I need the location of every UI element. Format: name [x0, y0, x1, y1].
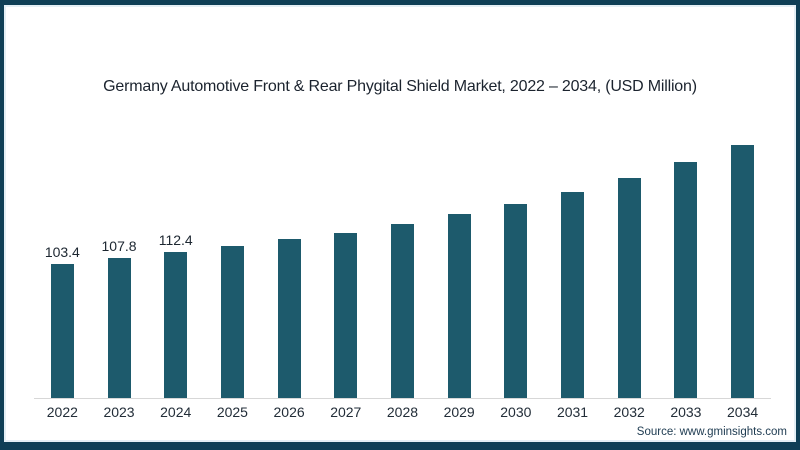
bar-2029	[447, 214, 471, 398]
x-axis-label: 2026	[273, 404, 305, 420]
x-axis-label: 2030	[500, 404, 532, 420]
bar-2026	[277, 239, 301, 398]
bar-column	[714, 125, 771, 398]
plot-area: 103.4 107.8 112.4	[34, 125, 771, 399]
bar-column: 112.4	[147, 125, 204, 398]
x-axis-label: 2028	[386, 404, 419, 420]
bar-2030	[504, 204, 528, 398]
bar-2033	[674, 162, 698, 398]
bar-column	[601, 125, 658, 398]
bar-column	[431, 125, 488, 398]
bar-2031	[561, 192, 585, 398]
bar-2027	[334, 233, 358, 398]
x-axis-label: 2027	[330, 404, 362, 420]
x-axis-label: 2031	[556, 404, 589, 420]
bar-2024	[164, 252, 188, 398]
x-axis-label: 2029	[443, 404, 475, 420]
bar-column	[317, 125, 374, 398]
x-axis-label: 2025	[216, 404, 248, 420]
bar-2028	[390, 224, 414, 398]
bar-column	[488, 125, 545, 398]
x-axis-label: 2034	[727, 404, 759, 420]
x-axis-label: 2022	[46, 404, 78, 420]
bar-column: 103.4	[34, 125, 91, 398]
bar-column	[374, 125, 431, 398]
bar-value-label: 103.4	[44, 244, 80, 260]
x-axis-label: 2024	[160, 404, 192, 420]
bar-2032	[617, 178, 641, 398]
source-text: Source: www.gminsights.com	[636, 426, 787, 438]
bar-2022	[50, 264, 74, 398]
x-axis-label: 2032	[613, 404, 645, 420]
bar-column	[204, 125, 261, 398]
bar-column	[544, 125, 601, 398]
bar-value-label: 107.8	[101, 238, 137, 254]
x-axis-label: 2033	[670, 404, 702, 420]
x-axis-label: 2023	[103, 404, 135, 420]
bar-value-label: 112.4	[158, 232, 193, 248]
bar-2025	[220, 246, 244, 398]
chart-title: Germany Automotive Front & Rear Phygital…	[103, 78, 697, 95]
bar-column	[658, 125, 715, 398]
bar-column: 107.8	[91, 125, 148, 398]
bar-column	[261, 125, 318, 398]
bar-2034	[731, 145, 755, 398]
x-axis: 2022 2023 2024 2025 2026 2027 2028 2029 2030 2031…	[34, 404, 771, 420]
bar-2023	[107, 258, 131, 398]
chart-background: Germany Automotive Front & Rear Phygital…	[4, 5, 796, 442]
